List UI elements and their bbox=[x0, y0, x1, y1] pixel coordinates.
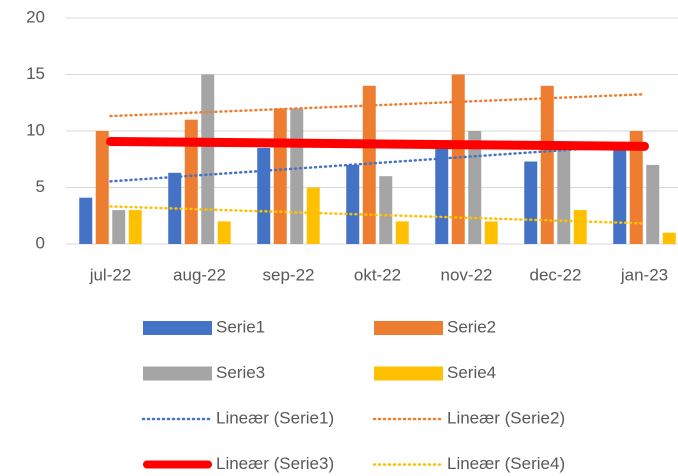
bar bbox=[613, 147, 627, 244]
legend-swatch bbox=[143, 366, 212, 381]
bar bbox=[306, 187, 320, 244]
bar bbox=[95, 131, 109, 244]
y-tick-label: 15 bbox=[26, 64, 45, 83]
trendline bbox=[109, 143, 646, 183]
bar bbox=[573, 210, 587, 244]
x-tick-label: jul-22 bbox=[89, 265, 132, 284]
legend-label: Lineær (Serie1) bbox=[216, 408, 334, 427]
bar bbox=[395, 221, 409, 244]
legend-label: Lineær (Serie4) bbox=[447, 454, 565, 473]
bar bbox=[79, 197, 93, 244]
x-tick-label: aug-22 bbox=[173, 265, 226, 284]
bar bbox=[524, 161, 538, 244]
y-tick-label: 20 bbox=[26, 7, 45, 26]
y-tick-label: 0 bbox=[36, 233, 45, 252]
bar bbox=[629, 131, 643, 244]
legend-swatch bbox=[374, 321, 443, 335]
bar bbox=[435, 147, 449, 244]
legend-swatch bbox=[374, 366, 443, 381]
bar bbox=[201, 74, 215, 244]
bar bbox=[362, 85, 376, 244]
bar bbox=[217, 221, 231, 244]
bar bbox=[451, 74, 465, 244]
bar bbox=[112, 210, 126, 244]
bar bbox=[646, 164, 660, 244]
legend-label: Lineær (Serie2) bbox=[447, 408, 565, 427]
bar bbox=[379, 176, 393, 244]
x-tick-label: okt-22 bbox=[354, 265, 401, 284]
x-tick-label: dec-22 bbox=[530, 265, 582, 284]
trendline bbox=[109, 93, 646, 118]
legend-swatch bbox=[143, 321, 212, 335]
legend-label: Serie1 bbox=[216, 317, 265, 336]
bar bbox=[346, 164, 360, 244]
y-tick-label: 5 bbox=[36, 177, 45, 196]
trendline bbox=[109, 205, 646, 225]
trendline bbox=[106, 136, 649, 151]
x-tick-label: nov-22 bbox=[441, 265, 493, 284]
x-tick-label: jan-23 bbox=[620, 265, 668, 284]
bar bbox=[557, 142, 571, 244]
bar bbox=[468, 131, 482, 244]
bar bbox=[184, 119, 198, 244]
legend-label: Lineær (Serie3) bbox=[216, 454, 334, 473]
bar bbox=[662, 232, 676, 244]
bar bbox=[290, 108, 304, 245]
legend-label: Serie2 bbox=[447, 317, 496, 336]
legend-label: Serie3 bbox=[216, 363, 265, 382]
legend-label: Serie4 bbox=[447, 363, 496, 382]
bar bbox=[257, 147, 271, 244]
bar bbox=[273, 108, 287, 245]
bar bbox=[128, 210, 142, 244]
bar bbox=[484, 221, 498, 244]
bar bbox=[540, 85, 554, 244]
x-tick-label: sep-22 bbox=[263, 265, 315, 284]
y-tick-label: 10 bbox=[26, 120, 45, 139]
